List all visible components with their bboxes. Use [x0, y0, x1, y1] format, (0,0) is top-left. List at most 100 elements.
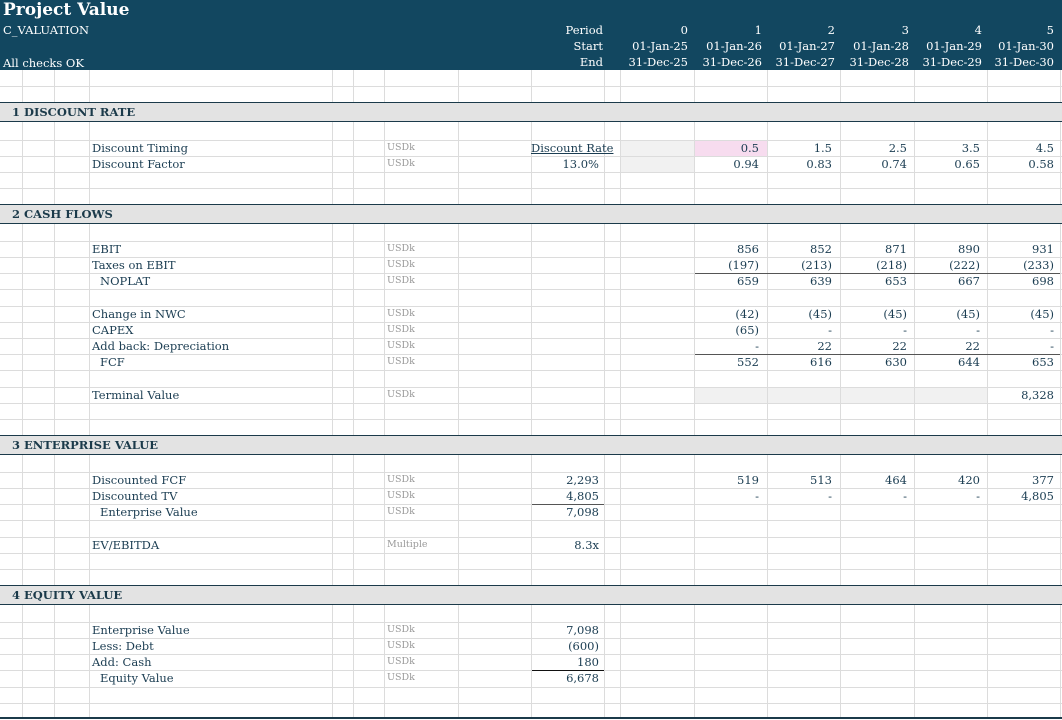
cell-value[interactable]: 0.5: [740, 141, 759, 155]
period-end: 31-Dec-25: [628, 55, 688, 69]
cell-value[interactable]: (213): [801, 258, 832, 272]
subtotal-underline: [695, 354, 1060, 355]
cell-value[interactable]: 377: [1032, 473, 1054, 487]
total-value[interactable]: 8.3x: [574, 538, 599, 552]
cell-value[interactable]: 856: [737, 242, 759, 256]
cell-value[interactable]: 464: [885, 473, 907, 487]
cell-value[interactable]: (222): [949, 258, 980, 272]
cell-value[interactable]: 0.58: [1028, 157, 1054, 171]
row-label: Terminal Value: [92, 388, 180, 402]
subtotal-underline: [695, 273, 1060, 274]
cell-value[interactable]: 653: [885, 274, 907, 288]
period-number: 3: [901, 23, 909, 37]
start-label: Start: [573, 39, 603, 53]
period-start: 01-Jan-27: [779, 39, 835, 53]
cell-value[interactable]: 0.65: [954, 157, 980, 171]
cell-value[interactable]: 2.5: [888, 141, 907, 155]
cell-value[interactable]: -: [828, 489, 832, 503]
cell-value[interactable]: (218): [876, 258, 907, 272]
unit-label: USDk: [387, 672, 415, 683]
unit-label: USDk: [387, 275, 415, 286]
row-label: FCF: [100, 355, 125, 369]
unit-label: USDk: [387, 389, 415, 400]
total-value[interactable]: 7,098: [566, 505, 599, 519]
total-value[interactable]: 2,293: [566, 473, 599, 487]
unit-label: USDk: [387, 640, 415, 651]
total-value[interactable]: 180: [577, 655, 599, 669]
total-value[interactable]: 7,098: [566, 623, 599, 637]
cell-value[interactable]: (45): [1030, 307, 1054, 321]
period-start: 01-Jan-30: [998, 39, 1054, 53]
cell-value[interactable]: 852: [810, 242, 832, 256]
cell-value[interactable]: -: [976, 323, 980, 337]
cell-value[interactable]: 890: [958, 242, 980, 256]
cell-value[interactable]: -: [903, 489, 907, 503]
cell-value[interactable]: 659: [737, 274, 759, 288]
cell-value[interactable]: 0.74: [881, 157, 907, 171]
cell-value[interactable]: -: [976, 489, 980, 503]
cell-value[interactable]: 519: [737, 473, 759, 487]
cell-value[interactable]: 644: [958, 355, 980, 369]
cell-value[interactable]: 653: [1032, 355, 1054, 369]
section-title: 3 ENTERPRISE VALUE: [12, 438, 159, 452]
total-value[interactable]: 6,678: [566, 671, 599, 685]
cell-value[interactable]: 8,328: [1021, 388, 1054, 402]
cell-value[interactable]: -: [755, 489, 759, 503]
discount-rate-value[interactable]: 13.0%: [562, 157, 599, 171]
cell-value[interactable]: 616: [810, 355, 832, 369]
cell-value[interactable]: 22: [965, 339, 980, 353]
period-start: 01-Jan-29: [926, 39, 982, 53]
cell-value[interactable]: -: [1050, 323, 1054, 337]
cell-value[interactable]: -: [755, 339, 759, 353]
total-value[interactable]: (600): [568, 639, 599, 653]
cell-value[interactable]: (197): [728, 258, 759, 272]
discount-rate-link[interactable]: Discount Rate: [531, 141, 614, 155]
sheet-banner: Project Value C_VALUATION All checks OK …: [0, 0, 1062, 70]
period-end: 31-Dec-26: [702, 55, 762, 69]
section-header-equity-value: 4 EQUITY VALUE: [0, 585, 1062, 605]
cell-value[interactable]: (42): [735, 307, 759, 321]
cell-value[interactable]: 552: [737, 355, 759, 369]
period-end: 31-Dec-27: [775, 55, 835, 69]
row-label: EBIT: [92, 242, 122, 256]
unit-label: Multiple: [387, 539, 428, 550]
cell-value[interactable]: (45): [883, 307, 907, 321]
input-highlight-cell[interactable]: [694, 140, 767, 156]
total-value[interactable]: 4,805: [566, 489, 599, 503]
unit-label: USDk: [387, 656, 415, 667]
cell-value[interactable]: 4,805: [1021, 489, 1054, 503]
row-label: Less: Debt: [92, 639, 154, 653]
cell-value[interactable]: 931: [1032, 242, 1054, 256]
cell-value[interactable]: 871: [885, 242, 907, 256]
cell-value[interactable]: 698: [1032, 274, 1054, 288]
period-number: 5: [1046, 23, 1054, 37]
period-number: 1: [754, 23, 762, 37]
cell-value[interactable]: 0.83: [806, 157, 832, 171]
cell-value[interactable]: (45): [808, 307, 832, 321]
cell-value[interactable]: 0.94: [733, 157, 759, 171]
sheet-name: C_VALUATION: [3, 23, 90, 37]
cell-value[interactable]: (65): [735, 323, 759, 337]
cell-value[interactable]: 22: [892, 339, 907, 353]
cell-value[interactable]: -: [903, 323, 907, 337]
cell-value[interactable]: 667: [958, 274, 980, 288]
cell-value[interactable]: (45): [956, 307, 980, 321]
unit-label: USDk: [387, 158, 415, 169]
cell-value[interactable]: 4.5: [1035, 141, 1054, 155]
cell-value[interactable]: 513: [810, 473, 832, 487]
section-header-cash-flows: 2 CASH FLOWS: [0, 204, 1062, 224]
cell-value[interactable]: 3.5: [961, 141, 980, 155]
cell-value[interactable]: -: [1050, 339, 1054, 353]
cell-value[interactable]: 420: [958, 473, 980, 487]
cell-value[interactable]: -: [828, 323, 832, 337]
cell-value[interactable]: 22: [817, 339, 832, 353]
cell-value[interactable]: 1.5: [813, 141, 832, 155]
cell-value[interactable]: (233): [1023, 258, 1054, 272]
row-label: Discount Timing: [92, 141, 188, 155]
unit-label: USDk: [387, 142, 415, 153]
period-start: 01-Jan-28: [853, 39, 909, 53]
period-number: 2: [827, 23, 835, 37]
cell-value[interactable]: 630: [885, 355, 907, 369]
period-end: 31-Dec-28: [849, 55, 909, 69]
cell-value[interactable]: 639: [810, 274, 832, 288]
